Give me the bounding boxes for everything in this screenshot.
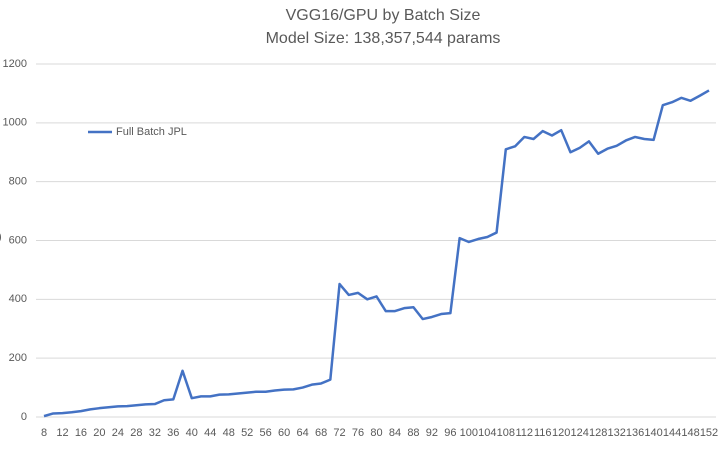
- x-tick-label: 60: [278, 427, 290, 439]
- x-tick-label: 92: [426, 427, 438, 439]
- y-axis-title: ): [0, 231, 2, 243]
- x-tick-label: 108: [497, 427, 515, 439]
- y-tick-label: 600: [9, 234, 27, 246]
- x-tick-label: 40: [186, 427, 198, 439]
- y-tick-label: 800: [9, 176, 27, 188]
- x-tick-label: 24: [112, 427, 124, 439]
- x-tick-label: 44: [204, 427, 216, 439]
- x-tick-label: 20: [93, 427, 105, 439]
- y-tick-label: 1000: [3, 117, 27, 129]
- y-tick-label: 0: [21, 411, 27, 423]
- y-tick-label: 1200: [3, 58, 27, 70]
- x-tick-label: 100: [460, 427, 478, 439]
- x-tick-label: 64: [296, 427, 308, 439]
- y-tick-label: 200: [9, 352, 27, 364]
- x-tick-label: 48: [223, 427, 235, 439]
- x-tick-label: 124: [571, 427, 589, 439]
- x-tick-label: 80: [370, 427, 382, 439]
- y-tick-label: 400: [9, 293, 27, 305]
- chart-title: VGG16/GPU by Batch Size: [286, 7, 481, 24]
- chart-subtitle: Model Size: 138,357,544 params: [266, 30, 501, 47]
- x-tick-label: 76: [352, 427, 364, 439]
- x-tick-label: 12: [56, 427, 68, 439]
- x-tick-label: 32: [149, 427, 161, 439]
- x-tick-label: 128: [589, 427, 607, 439]
- legend-label: Full Batch JPL: [116, 126, 187, 138]
- x-tick-label: 68: [315, 427, 327, 439]
- data-line: [43, 89, 710, 418]
- x-tick-label: 96: [444, 427, 456, 439]
- x-tick-label: 132: [607, 427, 625, 439]
- x-tick-label: 104: [478, 427, 496, 439]
- x-tick-label: 56: [260, 427, 272, 439]
- x-tick-label: 116: [534, 427, 552, 439]
- x-tick-label: 144: [663, 427, 681, 439]
- x-tick-label: 28: [130, 427, 142, 439]
- x-tick-label: 148: [681, 427, 699, 439]
- x-tick-label: 8: [41, 427, 47, 439]
- x-tick-label: 120: [552, 427, 570, 439]
- x-tick-label: 152: [700, 427, 718, 439]
- x-tick-label: 88: [407, 427, 419, 439]
- x-tick-label: 52: [241, 427, 253, 439]
- x-tick-label: 140: [644, 427, 662, 439]
- x-tick-label: 112: [516, 427, 534, 439]
- x-tick-label: 72: [333, 427, 345, 439]
- x-tick-label: 84: [389, 427, 401, 439]
- x-tick-label: 36: [167, 427, 179, 439]
- x-tick-label: 16: [75, 427, 87, 439]
- x-tick-label: 136: [626, 427, 644, 439]
